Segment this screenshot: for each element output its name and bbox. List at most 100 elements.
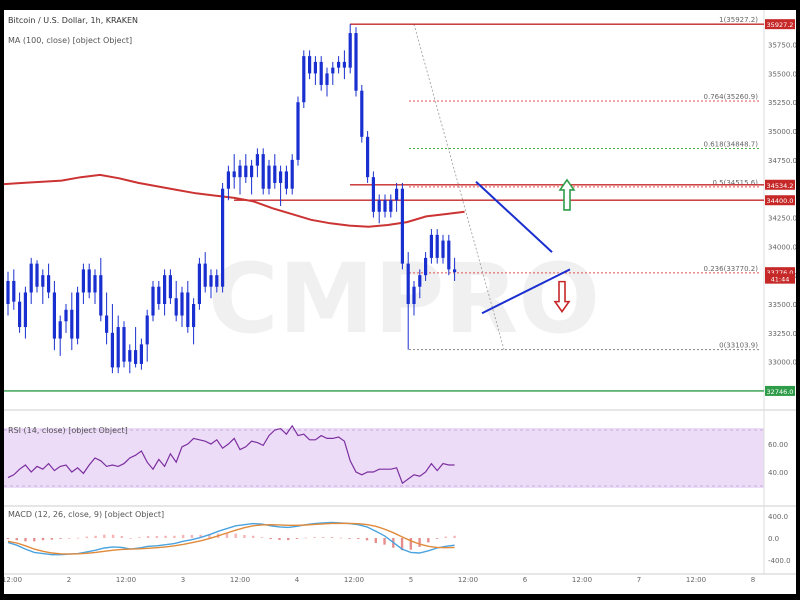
macd-histogram-bar <box>111 534 115 538</box>
price-tick-label: 35750.0 <box>768 42 796 50</box>
macd-histogram-bar <box>225 533 229 538</box>
candle-body <box>325 73 329 85</box>
macd-histogram-bar <box>287 538 290 541</box>
candle-body <box>81 269 85 293</box>
candle-body <box>302 56 306 103</box>
candle-body <box>110 332 114 368</box>
fib-level-label: 1(35927.2) <box>719 16 758 24</box>
candle-body <box>290 159 294 189</box>
price-tick-label: 34750.0 <box>768 157 796 165</box>
candle-body <box>64 309 68 322</box>
fib-diagonal <box>413 24 505 350</box>
candle-body <box>122 327 126 362</box>
candle-body <box>389 200 393 212</box>
candle-body <box>23 292 27 328</box>
candle-body <box>395 188 399 201</box>
arrow-up-icon <box>558 178 576 211</box>
candle-body <box>203 263 207 287</box>
time-tick-label: 12:00 <box>116 576 136 584</box>
ma-legend: MA (100, close) [object Object] <box>8 36 133 45</box>
macd-histogram-bar <box>173 535 176 538</box>
candle-body <box>267 165 271 189</box>
candle-body <box>366 136 370 178</box>
candle-body <box>342 61 346 68</box>
time-tick-label: 2 <box>67 576 71 584</box>
candle-body <box>284 171 288 189</box>
rsi-pane: 60.00 40.00 <box>4 424 788 487</box>
candle-body <box>186 292 190 328</box>
candle-body <box>174 298 178 316</box>
candle-body <box>447 240 451 270</box>
candle-body <box>163 275 167 304</box>
candle-body <box>424 257 428 276</box>
chart-frame: CMPRO 35750.0 35500.0 35250.0 35000.0 34750.… <box>4 10 796 594</box>
time-tick-label: 7 <box>637 576 641 584</box>
signal-line <box>7 522 455 555</box>
macd-histogram-bar <box>374 538 377 543</box>
candle-body <box>244 165 248 178</box>
candle-body <box>383 200 387 212</box>
price-tick-label: 35250.0 <box>768 99 796 107</box>
candle-body <box>47 275 51 293</box>
candle-body <box>360 90 364 137</box>
candle-body <box>52 292 56 339</box>
price-badges: 35927.2 34534.2 34400.0 33776.041:44 32746.0 <box>765 19 795 396</box>
price-badge <box>765 273 795 284</box>
macd-histogram-bar <box>33 538 36 542</box>
macd-histogram-bar <box>103 534 106 538</box>
time-axis: 12:00 2 12:00 3 12:00 4 12:00 5 12:00 6 12:00 7 12:0… <box>4 576 755 584</box>
candlestick-series <box>6 24 457 374</box>
macd-line <box>7 521 455 556</box>
candle-body <box>406 263 410 304</box>
chart-svg[interactable]: CMPRO 35750.035500.035250.035000.034750.… <box>4 10 796 594</box>
price-tick-label: 34250.0 <box>768 215 796 223</box>
candle-body <box>319 61 323 85</box>
macd-histogram-bar <box>409 538 413 550</box>
macd-histogram-bar <box>322 537 325 538</box>
candle-body <box>331 67 335 74</box>
macd-histogram-bar <box>278 538 281 540</box>
candle-body <box>453 269 457 273</box>
time-tick-label: 4 <box>295 576 300 584</box>
time-tick-label: 5 <box>409 576 413 584</box>
candle-body <box>145 315 149 345</box>
candle-body <box>157 286 161 304</box>
rsi-line <box>7 424 455 485</box>
price-tick-label: 35000.0 <box>768 128 796 136</box>
candle-body <box>12 280 16 302</box>
candle-body <box>192 304 196 328</box>
rsi-legend: RSI (14, close) [object Object] <box>8 426 128 435</box>
macd-histogram-bar <box>243 534 246 538</box>
fib-level-label: 0.764(35260.9) <box>704 93 759 101</box>
candle-body <box>139 344 143 364</box>
candle-body <box>412 286 416 304</box>
macd-histogram-bar <box>120 536 124 538</box>
macd-histogram-bar <box>418 538 421 547</box>
price-tick-label: 33500.0 <box>768 301 796 309</box>
macd-histogram-bar <box>6 538 10 540</box>
price-badge-label: 35927.2 <box>767 21 794 29</box>
candle-body <box>93 275 97 293</box>
macd-histogram-bar <box>304 537 307 539</box>
candle-body <box>215 275 219 287</box>
macd-histogram-bar <box>15 538 18 541</box>
macd-histogram-bar <box>444 536 448 538</box>
macd-histogram-bar <box>94 535 97 538</box>
macd-pane: 400.0 0.0 -400.0 <box>6 513 791 565</box>
macd-histogram-bar <box>138 537 141 538</box>
candle-body <box>308 56 312 74</box>
candle-body <box>6 280 10 304</box>
candle-body <box>255 154 259 166</box>
candle-body <box>29 263 33 293</box>
price-badge-label: 41:44 <box>771 276 790 284</box>
macd-histogram-bar <box>400 538 404 551</box>
macd-histogram-bar <box>357 538 360 539</box>
price-badge <box>765 19 795 30</box>
candle-body <box>348 33 352 68</box>
price-tick-label: 33000.0 <box>768 359 796 367</box>
time-tick-label: 12:00 <box>458 576 478 584</box>
candle-body <box>435 234 439 258</box>
candle-body <box>226 171 230 189</box>
candle-body <box>209 275 213 287</box>
macd-histogram-bar <box>24 538 27 542</box>
